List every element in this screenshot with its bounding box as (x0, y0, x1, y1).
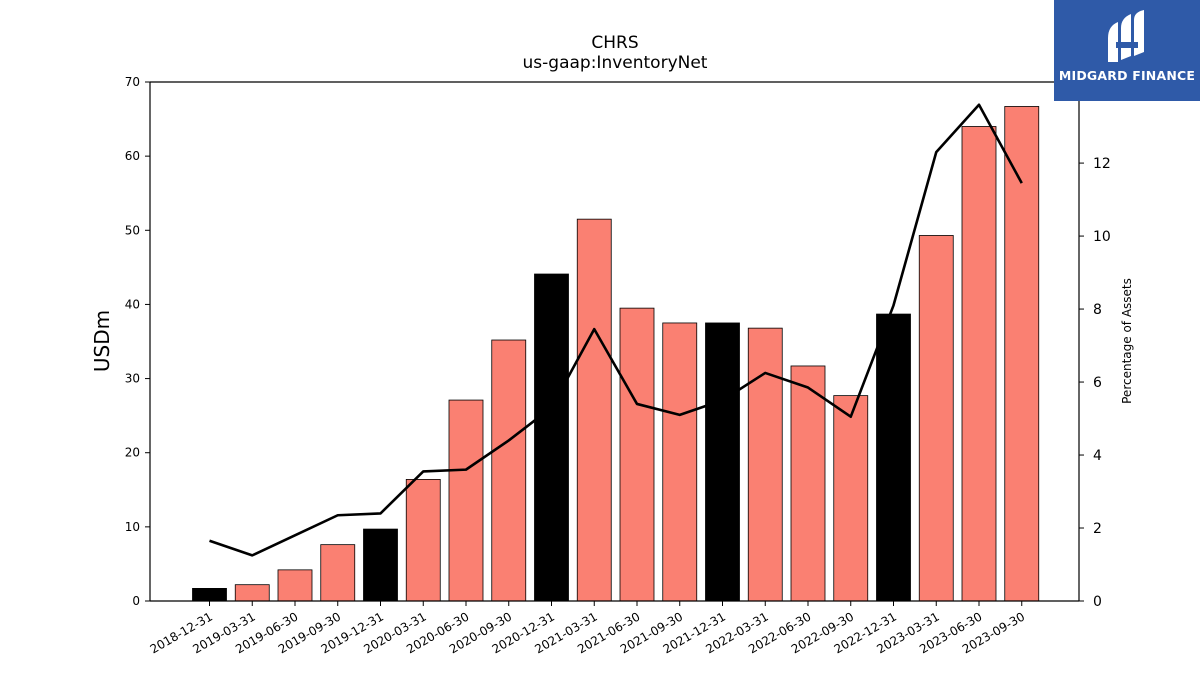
y2-tick-label: 8 (1093, 302, 1102, 318)
chart-title: CHRS (591, 33, 638, 53)
bar-2022-06-30 (790, 365, 826, 602)
y2-tick-label: 10 (1093, 229, 1111, 245)
percentage-of-assets-line (209, 103, 1023, 557)
bar-2021-06-30 (619, 307, 655, 602)
bar-2021-09-30 (662, 322, 698, 602)
bar-2019-06-30 (277, 569, 313, 602)
bar-2020-03-31 (405, 479, 441, 602)
bar-2022-12-31 (876, 313, 911, 602)
y2-tick-label: 12 (1093, 156, 1111, 172)
bar-2020-06-30 (448, 399, 484, 602)
bar-2023-09-30 (1004, 106, 1040, 602)
bar-2019-03-31 (234, 584, 270, 602)
midgard-finance-logo: MIDGARD FINANCE (1054, 0, 1200, 101)
bar-2023-03-31 (918, 235, 954, 602)
y2-tick-label: 4 (1093, 448, 1102, 464)
chart-subtitle: us-gaap:InventoryNet (523, 53, 708, 73)
bar-2022-09-30 (833, 395, 869, 602)
bar-2020-12-31 (534, 273, 569, 602)
y-tick-label: 70 (125, 75, 140, 89)
y-tick-label: 40 (125, 297, 140, 311)
bar-2020-09-30 (491, 339, 527, 602)
y-tick-label: 20 (125, 446, 140, 460)
bar-2019-09-30 (320, 544, 356, 602)
y2-tick-label: 2 (1093, 521, 1102, 537)
bar-2021-12-31 (705, 322, 740, 602)
bar-2018-12-31 (192, 588, 227, 602)
y-axis-label: USDm (90, 310, 114, 372)
y2-axis-label: Percentage of Assets (1120, 278, 1134, 404)
y-tick-label: 0 (132, 594, 140, 608)
bar-2022-03-31 (747, 327, 783, 602)
logo-text: MIDGARD FINANCE (1058, 68, 1196, 83)
midgard-logo-icon (1108, 10, 1144, 62)
y-tick-label: 50 (125, 223, 140, 237)
bar-2021-03-31 (576, 218, 612, 602)
bar-2023-06-30 (961, 126, 997, 602)
bars-layer (192, 106, 1040, 602)
y-tick-label: 10 (125, 520, 140, 534)
y-tick-label: 60 (125, 149, 140, 163)
y2-tick-label: 0 (1093, 594, 1102, 610)
line-layer (209, 103, 1023, 557)
bar-2019-12-31 (363, 528, 398, 602)
y2-tick-label: 6 (1093, 375, 1102, 391)
y-tick-label: 30 (125, 372, 140, 386)
